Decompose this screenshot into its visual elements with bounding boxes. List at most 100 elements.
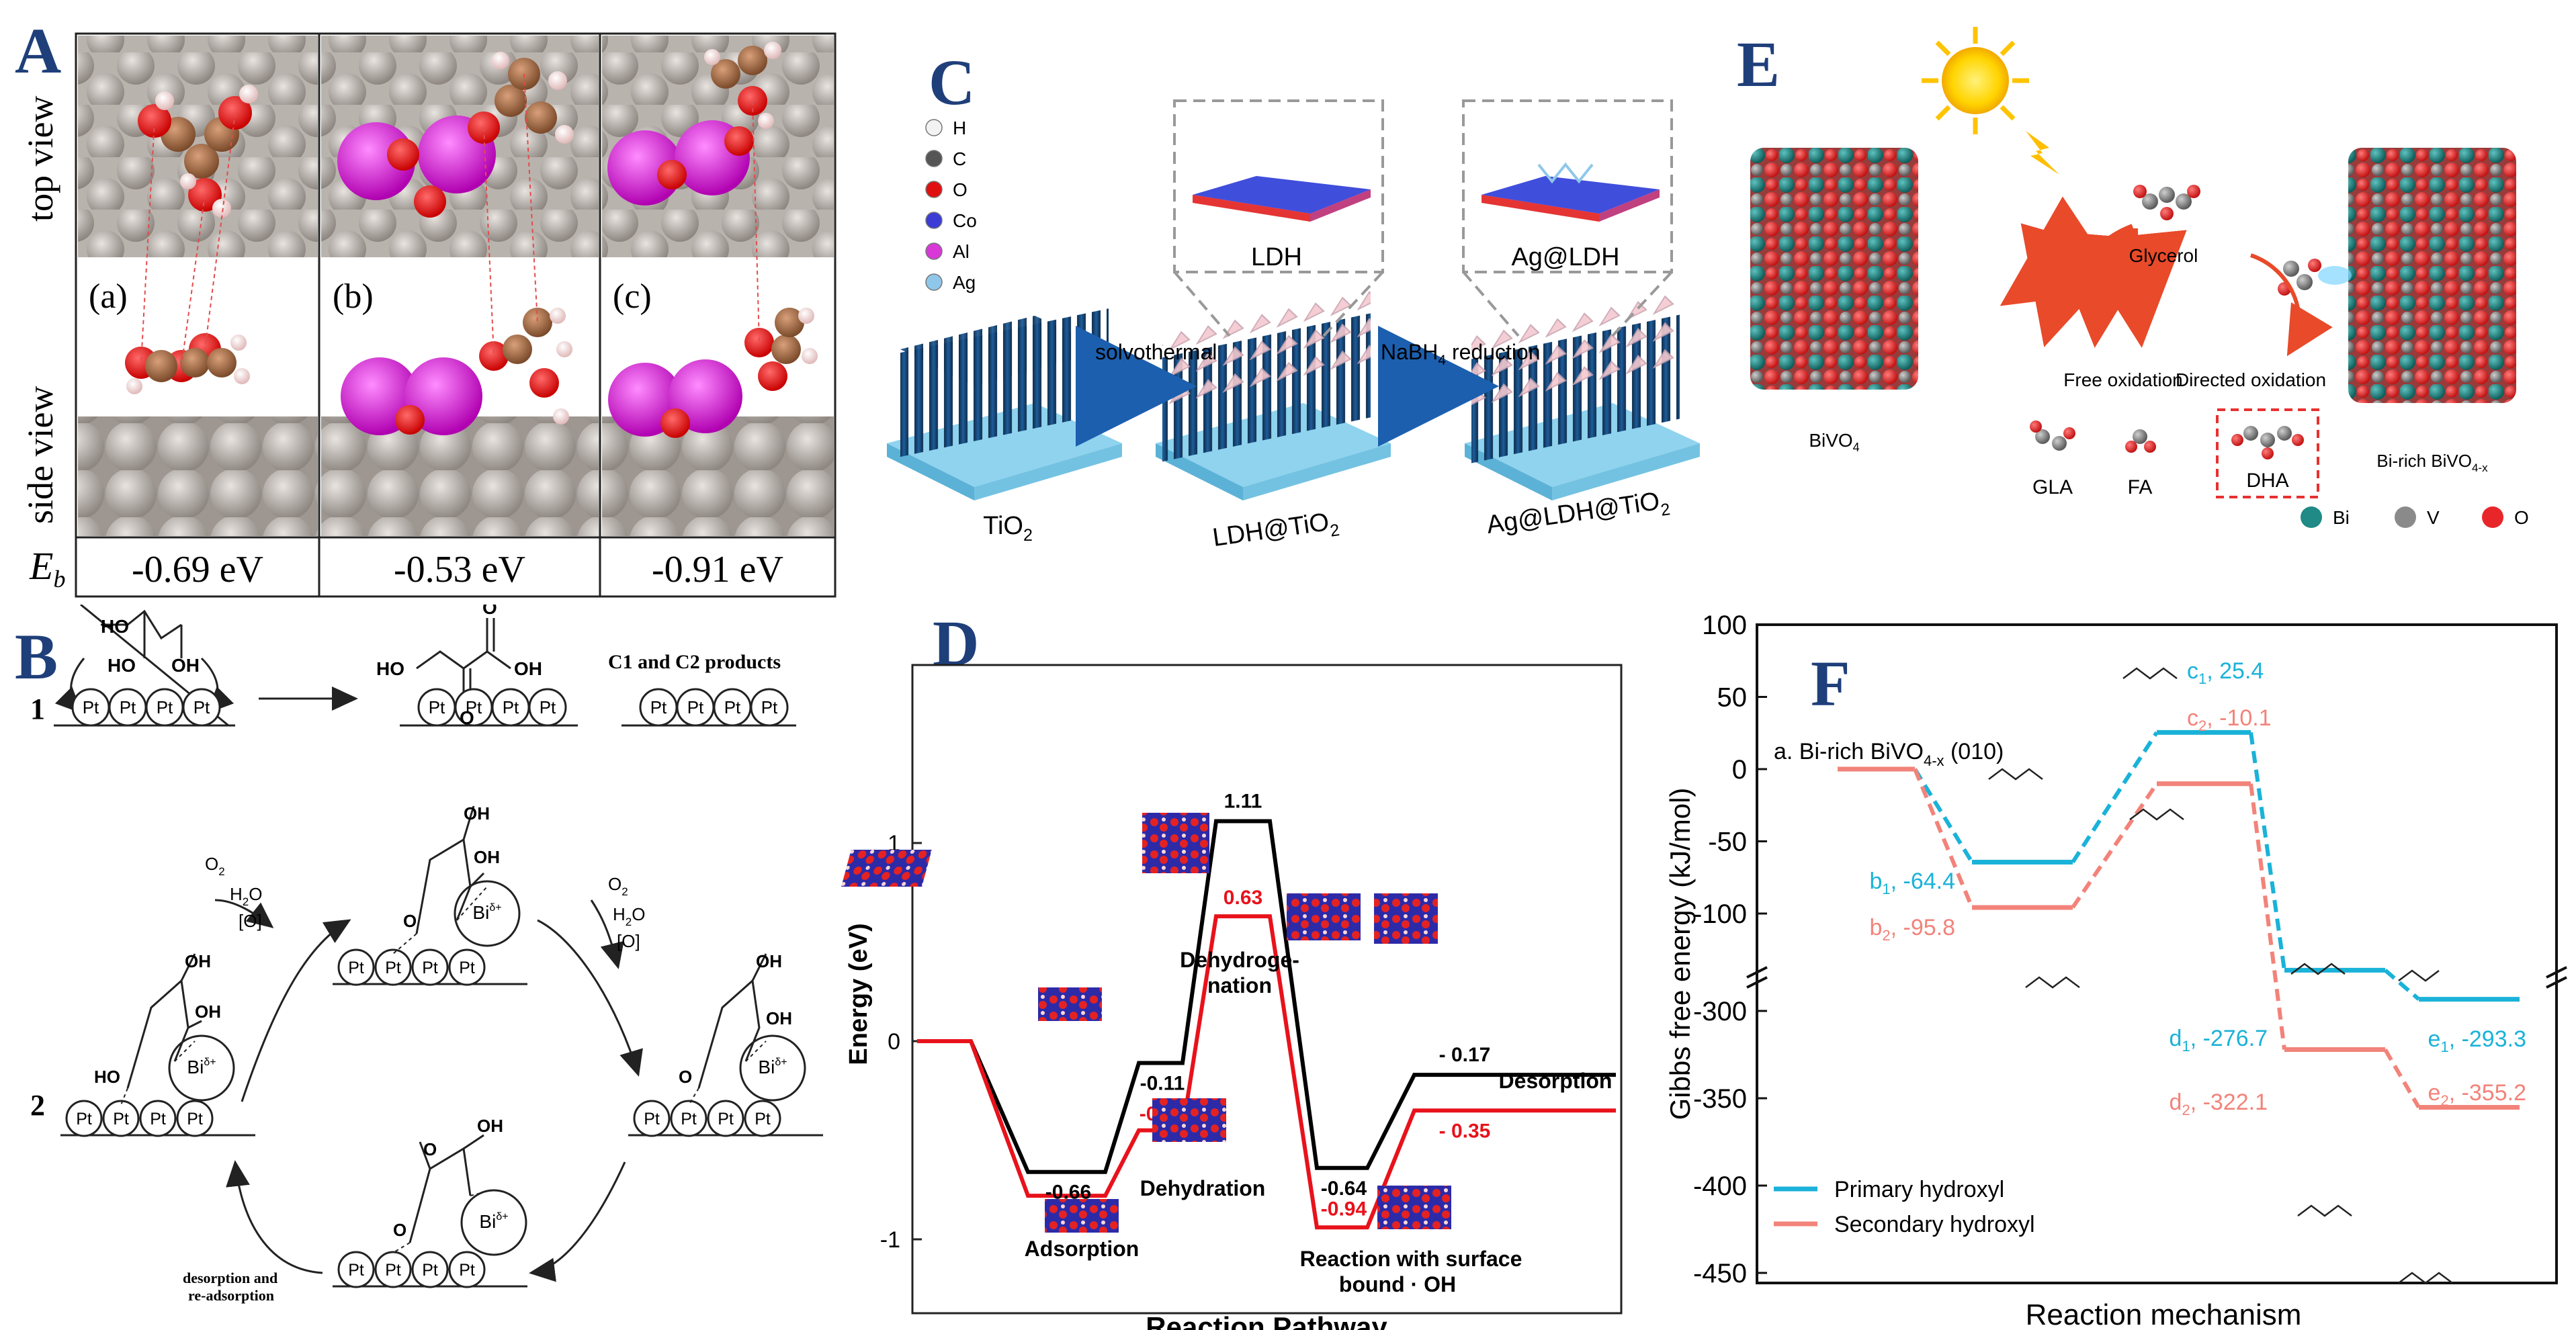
panel-f: F 100 50 0 -50 -100 -300 -350 -400 -450 Gibbs fre… (1653, 591, 2576, 1330)
bivo4-label: BiVO4 (1809, 430, 1859, 454)
f-ytick-label: -350 (1693, 1084, 1747, 1114)
h2o-right: H2O (613, 904, 645, 928)
b-ho-2: HO (108, 655, 136, 676)
row1-pt-group (71, 688, 789, 727)
ldh-tio2-substrate (1156, 286, 1391, 500)
c1c2-label: C1 and C2 products (608, 651, 781, 673)
gla-label: GLA (2032, 476, 2073, 498)
f-ytick-label: -450 (1693, 1259, 1747, 1288)
pt-r1-3: Pt (157, 697, 173, 717)
top-view-label: top view (20, 96, 60, 222)
f-connector (1913, 768, 1974, 864)
legend-dot-c (925, 150, 943, 167)
panel-e: E (1720, 0, 2576, 601)
struct-initial (841, 850, 932, 887)
panel-e-letter: E (1737, 28, 1780, 100)
ldh-inset-label: LDH (1251, 243, 1302, 271)
b-ho-3: HO (376, 658, 404, 679)
f-legend-label: Primary hydroxyl (1834, 1177, 2004, 1202)
d-label-black: - 0.17 (1439, 1044, 1491, 1066)
pt-c1: Pt (348, 959, 364, 977)
nabh4-label: NaBH4 reduction (1381, 340, 1541, 368)
b-cyc-oh3: OH (185, 951, 211, 971)
pt-c6: Pt (113, 1110, 129, 1128)
f-ytick-label: 50 (1717, 683, 1748, 713)
panel-b-scheme: Pt Pt Pt Pt Pt Pt Pt Pt Pt Pt Pt Pt HO H… (30, 605, 823, 1304)
legend-label-h: H (953, 118, 966, 138)
panel-e-legend: Bi V O (2301, 506, 2529, 528)
b-oh-2: OH (514, 658, 542, 679)
legend-dot-o (925, 181, 943, 198)
b-cyc-oh4: OH (195, 1002, 221, 1022)
d-series-red (917, 914, 1616, 1230)
d-ylabel: Energy (eV) (845, 923, 873, 1065)
panel-f-letter: F (1811, 648, 1850, 719)
f-ytick-label: 100 (1702, 611, 1747, 640)
pt-r1-2: Pt (120, 697, 136, 717)
case-a-label: (a) (89, 277, 128, 316)
d-xlabel: Reaction Pathway (1146, 1311, 1387, 1330)
adsorbed-molecule (2278, 259, 2352, 296)
f-value-label: c2, -10.1 (2187, 705, 2272, 734)
fa-label: FA (2128, 476, 2153, 498)
tio2-substrate (887, 308, 1122, 500)
ox-left: [O] (239, 911, 262, 931)
struct-dehydration (1152, 1098, 1226, 1142)
panel-c-legend: HCO Co Al Ag (925, 118, 977, 293)
side-view-label: side view (20, 386, 60, 524)
legend-label-co: Co (953, 210, 977, 231)
struct-adsorption (1045, 1199, 1119, 1233)
b-o-1: O (482, 605, 497, 618)
panel-b-letter: B (15, 621, 58, 693)
row1-label: 1 (30, 693, 45, 725)
glycerol-molecule (2133, 185, 2200, 220)
f-value-label: c1, 25.4 (2187, 658, 2264, 687)
d-label-red: -0.94 (1321, 1198, 1367, 1220)
pt-r1-9: Pt (650, 697, 667, 717)
panel-d: D 1 0 -1 Energy (eV) Reaction Pathway -0.66 -0… (806, 591, 1653, 1330)
pt-c5: Pt (76, 1110, 92, 1128)
desorption-line1: desorption and (183, 1270, 277, 1286)
b-cyc-oh7: OH (477, 1116, 503, 1136)
b-cyc-o2: O (679, 1067, 692, 1087)
pt-c3: Pt (422, 959, 438, 977)
pt-r1-4: Pt (194, 697, 210, 717)
d-step-name: Desorption (1499, 1069, 1613, 1093)
pt-r1-6: Pt (466, 697, 482, 717)
f-ytick-label: -100 (1693, 899, 1747, 929)
gla-molecule (2030, 420, 2075, 451)
bi-rich-crystal (2348, 148, 2516, 403)
legend-dot-al (925, 242, 943, 260)
bi-4: Biδ+ (479, 1211, 508, 1232)
pt-r1-1: Pt (83, 697, 99, 717)
glycerol-label: Glycerol (2129, 245, 2198, 266)
b-cyc-oh1: OH (464, 803, 490, 824)
f-connector (2384, 969, 2420, 1001)
pt-c12: Pt (755, 1110, 771, 1128)
agldh-inset-label: Ag@LDH (1511, 243, 1619, 271)
b-o-2: O (460, 707, 474, 728)
dha-label: DHA (2246, 470, 2288, 492)
d-step-name: Adsorption (1025, 1237, 1140, 1261)
panel-a-figure: top view side view (a) (b) (c) Eb -0.69 … (20, 32, 836, 598)
b-cyc-o4: O (393, 1220, 406, 1240)
solvothermal-label: solvothermal (1095, 340, 1217, 364)
case-b-label: (b) (333, 277, 374, 316)
d-step-name: Dehydration (1140, 1176, 1266, 1200)
pt-c4: Pt (459, 959, 475, 977)
b-cyc-o1: O (403, 911, 417, 931)
d-step-name: nation (1207, 973, 1272, 998)
legend-label-c: C (953, 148, 966, 169)
struct-surface-oh (1377, 1186, 1451, 1229)
b-oh-1: OH (171, 655, 200, 676)
pt-r1-11: Pt (724, 697, 741, 717)
legend-label-o: O (953, 179, 968, 200)
pt-c9: Pt (644, 1110, 660, 1128)
d-label-black: 1.11 (1224, 791, 1262, 813)
legend-label-al: Al (953, 241, 970, 262)
f-connector (1913, 768, 1974, 909)
ldh-tio2-label: LDH@TiO2 (1211, 506, 1340, 557)
pt-c7: Pt (150, 1110, 166, 1128)
bi-3: Biδ+ (758, 1057, 787, 1077)
